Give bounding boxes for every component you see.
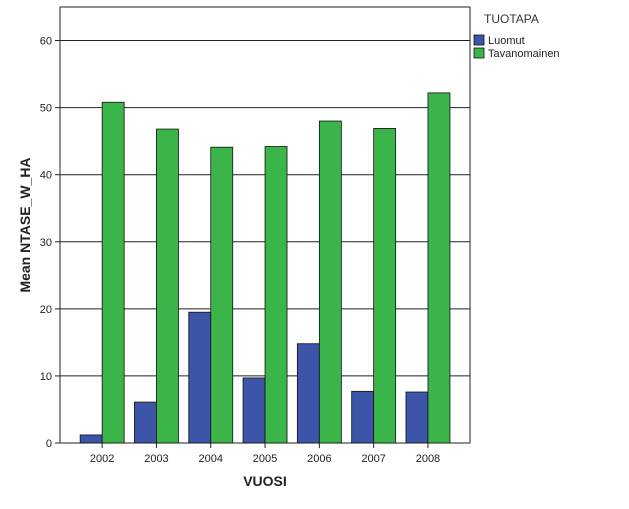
x-tick-label: 2007 [361, 453, 385, 465]
bar-tavanomainen-2004 [210, 146, 234, 444]
bar-tavanomainen-2005 [264, 146, 288, 444]
bar-luomut-2004 [188, 311, 212, 444]
legend-title: TUOTAPA [484, 12, 539, 26]
x-axis-ticks: 2002 2003 2004 2005 2006 2007 2008 [90, 443, 440, 465]
legend-label: Luomut [488, 35, 525, 47]
x-tick-label: 2003 [144, 453, 168, 465]
bar-tavanomainen-2002 [101, 101, 125, 444]
bar-luomut-2003 [134, 401, 157, 444]
x-tick-label: 2006 [307, 453, 331, 465]
bar-tavanomainen-2003 [156, 128, 179, 444]
legend-swatch [473, 34, 485, 46]
bars [79, 92, 451, 444]
x-tick-label: 2002 [90, 453, 114, 465]
y-tick-label: 50 [40, 103, 52, 115]
legend-label: Tavanomainen [488, 48, 560, 60]
y-tick-label: 40 [40, 170, 52, 182]
bar-luomut-2002 [79, 434, 103, 444]
grid-lines [60, 40, 470, 377]
x-tick-label: 2008 [416, 453, 440, 465]
y-tick-label: 20 [40, 304, 52, 316]
x-tick-label: 2005 [253, 453, 277, 465]
bar-luomut-2007 [351, 390, 375, 444]
bar-luomut-2008 [405, 391, 429, 444]
x-axis-title: VUOSI [243, 473, 287, 489]
bar-tavanomainen-2006 [318, 120, 342, 444]
bar-luomut-2006 [296, 343, 320, 444]
y-axis-title: Mean NTASE_W_HA [17, 157, 33, 292]
legend-swatch [473, 47, 485, 59]
y-tick-label: 30 [40, 237, 52, 249]
y-tick-label: 10 [40, 371, 52, 383]
bar-tavanomainen-2008 [427, 92, 451, 444]
bar-tavanomainen-2007 [373, 128, 397, 444]
y-axis-ticks: 0 10 20 30 40 50 60 [40, 36, 60, 450]
y-tick-label: 60 [40, 36, 52, 48]
x-tick-label: 2004 [199, 453, 223, 465]
bar-luomut-2005 [242, 377, 266, 444]
y-tick-label: 0 [46, 438, 52, 450]
